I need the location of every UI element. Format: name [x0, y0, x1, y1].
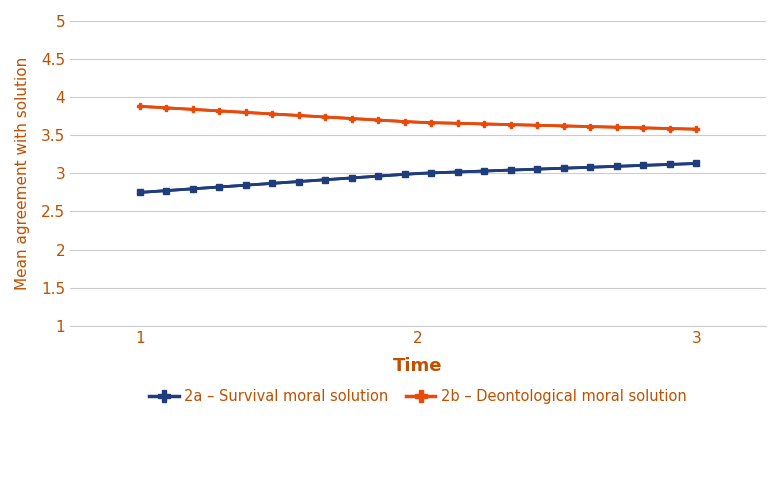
Y-axis label: Mean agreement with solution: Mean agreement with solution	[15, 57, 30, 290]
Legend: 2a – Survival moral solution, 2b – Deontological moral solution: 2a – Survival moral solution, 2b – Deont…	[144, 383, 693, 410]
X-axis label: Time: Time	[394, 357, 443, 375]
